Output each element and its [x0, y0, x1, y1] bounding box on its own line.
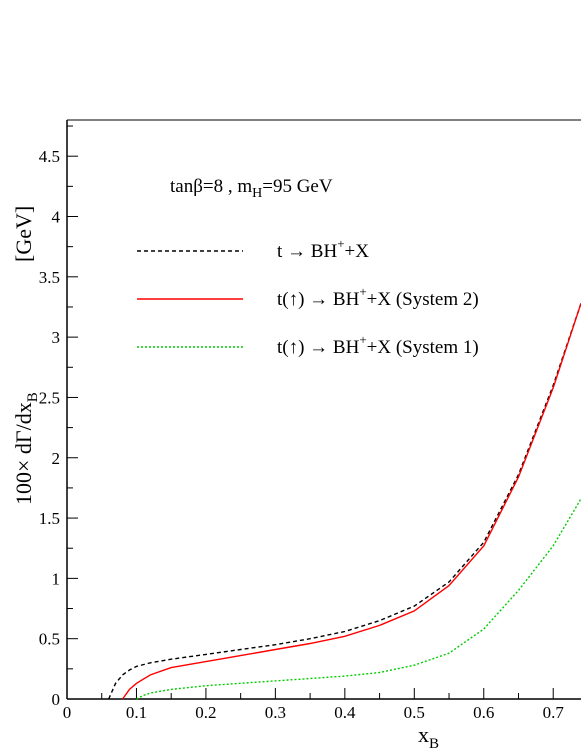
series-layer	[108, 303, 581, 700]
legend: t → BH++X t(↑) → BH++X (System 2) t(↑) → B…	[137, 236, 479, 358]
y-axis-title: 100× dΓ/dxB	[11, 392, 41, 505]
series-line-1	[108, 303, 581, 700]
y-tick-label: 2	[52, 449, 61, 468]
legend-label-3: t(↑) → BH++X (System 1)	[277, 332, 479, 358]
x-tick-label: 0.1	[126, 703, 147, 722]
x-tick-label: 0	[63, 703, 72, 722]
parameter-annotation: tanβ=8 , mH=95 GeV	[170, 176, 333, 201]
y-tick-label: 3.5	[39, 268, 60, 287]
y-tick-label: 3	[52, 328, 61, 347]
x-tick-label: 0.3	[265, 703, 286, 722]
x-tick-label: 0.5	[404, 703, 425, 722]
series-line-2	[122, 303, 581, 700]
x-tick-label: 0.7	[543, 703, 565, 722]
y-tick-label: 4.5	[39, 147, 60, 166]
x-tick-label: 0.6	[473, 703, 494, 722]
y-tick-label: 0	[52, 690, 61, 709]
x-axis-title: xB	[418, 722, 439, 752]
y-tick-label: 1.5	[39, 509, 60, 528]
y-axis-unit: [GeV]	[11, 206, 36, 262]
y-tick-label: 4	[52, 208, 61, 227]
y-tick-label: 0.5	[39, 630, 60, 649]
y-axis: 0 0.5 1 1.5 2 2.5 3 3.5 4 4.5	[39, 125, 78, 709]
legend-label-2: t(↑) → BH++X (System 2)	[277, 284, 479, 310]
x-tick-label: 0.2	[195, 703, 216, 722]
x-axis: 0 0.1 0.2 0.3 0.4 0.5 0.6 0.7	[63, 688, 565, 722]
y-tick-label: 1	[52, 569, 61, 588]
x-tick-label: 0.4	[334, 703, 356, 722]
series-line-3	[136, 498, 581, 700]
legend-label-1: t → BH++X	[277, 236, 369, 262]
y-tick-label: 2.5	[39, 388, 60, 407]
